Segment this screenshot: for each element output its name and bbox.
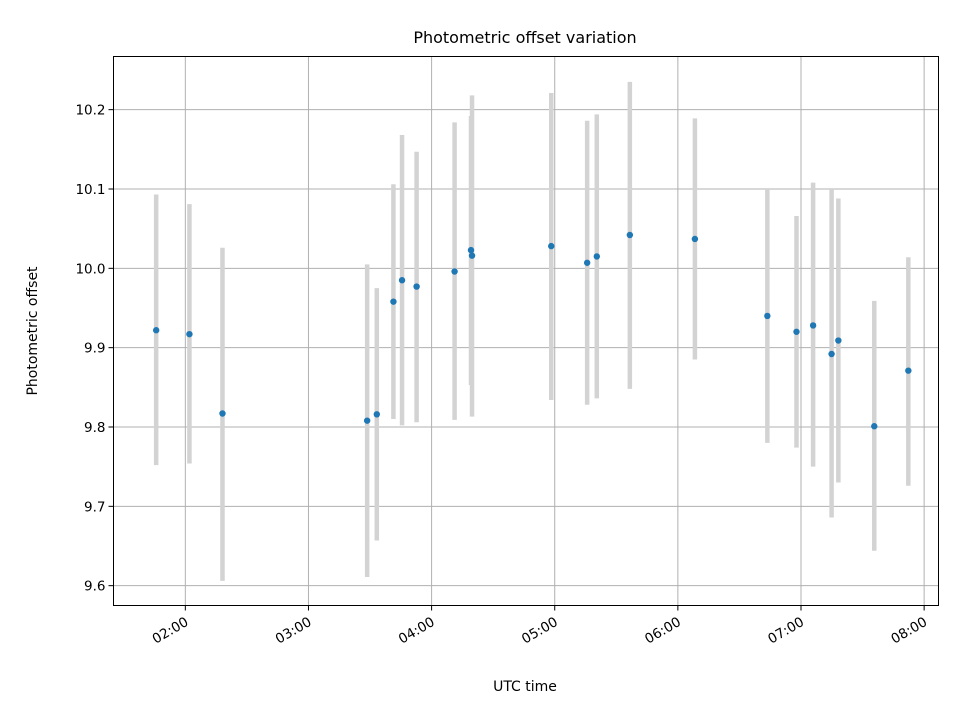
data-point [835, 337, 842, 344]
y-tick-label: 10.2 [75, 103, 105, 119]
data-point [186, 330, 193, 338]
data-point [583, 259, 591, 266]
data-point [626, 231, 634, 239]
data-point [219, 410, 226, 417]
data-point [451, 268, 458, 275]
data-points [152, 231, 912, 430]
data-point [413, 283, 420, 290]
x-tick-label: 07:00 [765, 614, 807, 647]
data-point [691, 235, 699, 243]
x-tick-label: 02:00 [150, 614, 192, 647]
x-axis: 02:00 03:00 04:00 05:00 06:00 07:00 08:00 [150, 605, 930, 647]
data-point [764, 312, 771, 320]
data-point [793, 328, 800, 335]
x-tick-label: 03:00 [273, 614, 315, 647]
data-point [152, 327, 160, 334]
data-point [809, 322, 817, 329]
data-point [390, 298, 397, 305]
data-point [871, 423, 878, 430]
data-point [593, 253, 601, 260]
y-tick-label: 9.7 [84, 499, 105, 515]
data-point [548, 242, 555, 250]
data-point [828, 350, 835, 358]
y-tick-label: 10.1 [75, 182, 105, 198]
x-tick-label: 04:00 [396, 614, 438, 647]
y-tick-label: 10.0 [75, 261, 105, 277]
grid [113, 56, 939, 606]
data-point [467, 246, 475, 254]
x-axis-label: UTC time [493, 679, 557, 695]
data-point [468, 252, 476, 259]
data-point [398, 277, 406, 284]
data-point [363, 417, 371, 424]
plot-frame [113, 56, 939, 606]
data-point [373, 411, 381, 418]
y-axis: 9.6 9.7 9.8 9.9 10.0 10.1 10.2 [75, 103, 114, 595]
y-tick-label: 9.9 [84, 341, 105, 357]
chart-title: Photometric offset variation [413, 28, 636, 47]
x-tick-label: 06:00 [642, 614, 684, 647]
y-axis-label: Photometric offset [25, 266, 41, 396]
y-tick-label: 9.6 [84, 579, 105, 595]
y-tick-label: 9.8 [84, 420, 105, 436]
x-tick-label: 05:00 [519, 614, 561, 647]
x-tick-label: 08:00 [888, 614, 930, 647]
data-point [905, 367, 912, 374]
